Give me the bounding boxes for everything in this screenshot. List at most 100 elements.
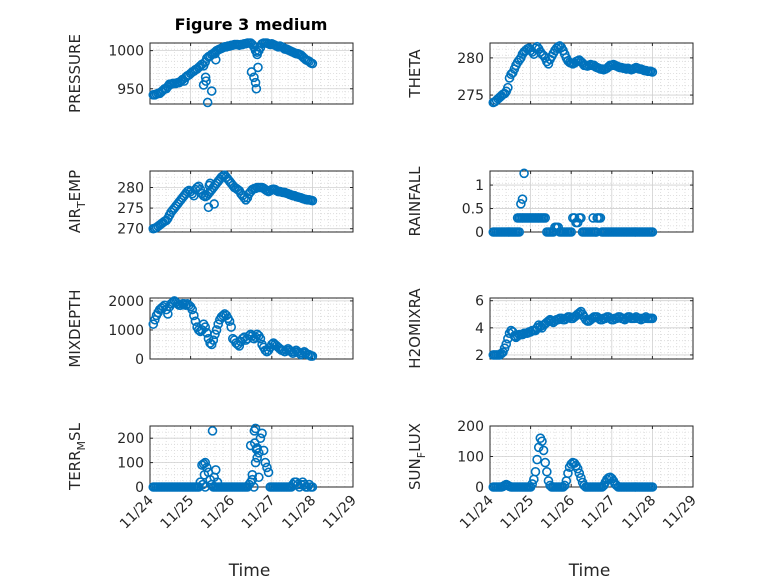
axes-box (149, 170, 354, 233)
data-point (516, 199, 526, 209)
data-point (159, 300, 170, 311)
y-axis-label: AIRTEMP (66, 170, 88, 233)
data-point (180, 300, 191, 311)
y-axis-label-main: SUN (406, 458, 424, 490)
data-point (210, 329, 220, 340)
y-tick-label: 200 (117, 431, 144, 447)
data-point (591, 227, 602, 237)
data-series (488, 306, 658, 360)
data-point (503, 82, 513, 93)
y-axis-label-rest: LUX (406, 423, 424, 452)
data-series (488, 433, 658, 492)
y-tick-label: 4 (475, 321, 484, 337)
data-point (208, 335, 219, 345)
y-axis-label: TERRMSL (66, 422, 88, 491)
y-tick-label: 1000 (108, 44, 144, 60)
subplot-1: 950 1000 PRESSURE (66, 34, 354, 113)
y-tick-label: 2 (475, 348, 484, 364)
data-point (647, 313, 658, 324)
data-point (200, 322, 211, 332)
data-point (540, 457, 551, 468)
data-point (224, 316, 235, 327)
data-point (566, 227, 577, 237)
data-point (187, 304, 198, 315)
data-point (210, 54, 221, 65)
y-tick-label: 100 (117, 456, 144, 472)
y-tick-label: 950 (117, 82, 144, 98)
data-point (576, 473, 586, 483)
data-point (204, 180, 215, 191)
data-point (249, 482, 259, 492)
data-point (252, 49, 262, 60)
data-point (245, 440, 256, 451)
y-axis-label: PRESSURE (66, 34, 84, 113)
data-point (189, 310, 199, 321)
data-point (538, 445, 549, 456)
data-point (537, 436, 547, 447)
data-point (527, 479, 538, 489)
y-tick-label: 100 (457, 450, 484, 466)
y-tick-label: 1 (475, 178, 484, 194)
data-point (647, 67, 658, 77)
data-point (148, 319, 159, 329)
data-point (210, 48, 220, 59)
data-point (574, 468, 585, 479)
y-tick-label: 275 (457, 88, 484, 104)
data-point (211, 325, 222, 335)
data-point (197, 479, 208, 490)
y-axis-label-subscript: F (415, 452, 428, 458)
data-point (250, 457, 261, 468)
data-point (201, 76, 211, 86)
data-point (647, 227, 658, 237)
y-tick-label: 280 (117, 180, 144, 196)
data-point (297, 348, 308, 358)
data-point (251, 83, 262, 94)
data-series (148, 423, 318, 492)
y-axis-label-subscript: M (75, 441, 88, 451)
axes-box (489, 42, 694, 105)
y-axis-label: H2OMIXRA (406, 288, 424, 369)
y-axis-label-main: AIR (66, 208, 84, 233)
y-axis-label: RAINFALL (406, 166, 424, 237)
y-tick-label: 275 (117, 201, 144, 217)
y-tick-label: 0 (135, 352, 144, 368)
data-point (572, 463, 583, 474)
data-point (588, 213, 598, 223)
y-tick-label: 6 (475, 294, 484, 310)
data-point (254, 472, 264, 483)
y-axis-label-main: TERR (66, 450, 84, 491)
y-tick-label: 0.5 (462, 202, 484, 218)
y-tick-label: 200 (457, 419, 484, 435)
data-point (199, 469, 210, 480)
data-point (255, 433, 266, 444)
y-axis-label-subscript: T (75, 201, 88, 209)
data-point (262, 462, 272, 473)
data-point (200, 72, 211, 83)
data-point (226, 322, 236, 332)
data-point (255, 333, 266, 344)
axes-box (489, 297, 694, 360)
x-axis-label: Time (228, 561, 271, 581)
y-axis-label: SUNFLUX (406, 423, 428, 490)
data-point (559, 480, 570, 491)
data-point (546, 316, 557, 326)
data-point (207, 426, 218, 436)
data-point (200, 457, 211, 468)
y-tick-label: 270 (117, 222, 144, 238)
data-series (148, 296, 318, 361)
subplot-6: 2 4 6 H2OMIXRA (406, 288, 694, 369)
x-axis-label: Time (568, 561, 611, 581)
data-point (200, 482, 211, 492)
data-point (647, 482, 658, 492)
data-point (209, 199, 219, 209)
y-axis-label: THETA (406, 49, 424, 99)
y-axis-label-rest: SL (66, 422, 84, 441)
data-point (246, 67, 257, 77)
figure-title: Figure 3 medium (175, 15, 328, 34)
data-point (530, 466, 541, 477)
data-point (519, 168, 529, 179)
data-point (250, 77, 261, 88)
y-tick-label: 2000 (108, 294, 144, 310)
